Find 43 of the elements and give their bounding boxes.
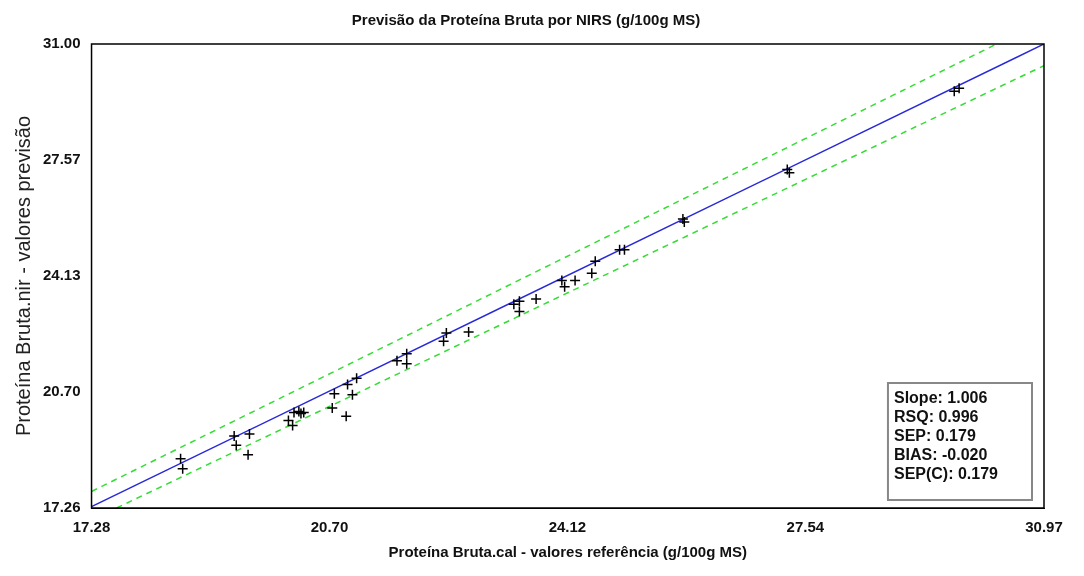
- y-tick-label: 17.26: [42, 498, 81, 516]
- annotation: RSQ: 0.996: [893, 408, 979, 426]
- annotation: BIAS: -0.020: [893, 446, 988, 464]
- point: [437, 335, 450, 347]
- point: [391, 355, 403, 367]
- annotation: SEP(C): 0.179: [893, 465, 999, 483]
- point: [230, 439, 242, 451]
- x-tick-label: 20.70: [310, 518, 349, 536]
- point: [243, 428, 256, 440]
- point: [341, 378, 354, 391]
- point: [440, 327, 453, 339]
- point: [176, 463, 189, 475]
- chart-title: Previsão da Proteína Bruta por NIRS (g/100g MS): [351, 11, 701, 29]
- x-tick-label: 30.97: [1025, 518, 1063, 536]
- point: [586, 267, 598, 280]
- y-tick-label: 27.57: [42, 149, 81, 167]
- point: [350, 372, 363, 385]
- point: [948, 85, 960, 98]
- point: [569, 274, 581, 287]
- point: [346, 389, 359, 401]
- annotation: Slope: 1.006: [893, 389, 988, 407]
- point: [288, 406, 300, 419]
- y-axis-title: Proteína Bruta.nir - valores previsão: [11, 115, 34, 437]
- point: [174, 452, 187, 465]
- point: [589, 255, 601, 267]
- y-tick-label: 20.70: [42, 381, 81, 399]
- annotation: SEP: 0.179: [893, 427, 976, 445]
- point: [228, 430, 240, 442]
- point: [242, 448, 254, 461]
- point: [400, 347, 413, 360]
- point: [513, 295, 526, 308]
- point: [462, 326, 475, 338]
- y-tick-label: 31.00: [42, 34, 81, 52]
- x-tick-label: 24.12: [548, 518, 587, 536]
- point: [530, 293, 542, 305]
- x-axis-title: Proteína Bruta.cal - valores referência (g/100g MS): [388, 543, 747, 561]
- y-tick-label: 24.13: [42, 266, 81, 284]
- x-tick-label: 27.54: [786, 518, 825, 536]
- x-tick-label: 17.28: [72, 518, 111, 536]
- point: [326, 402, 339, 414]
- point: [400, 358, 413, 370]
- point: [328, 388, 341, 400]
- point: [340, 410, 352, 422]
